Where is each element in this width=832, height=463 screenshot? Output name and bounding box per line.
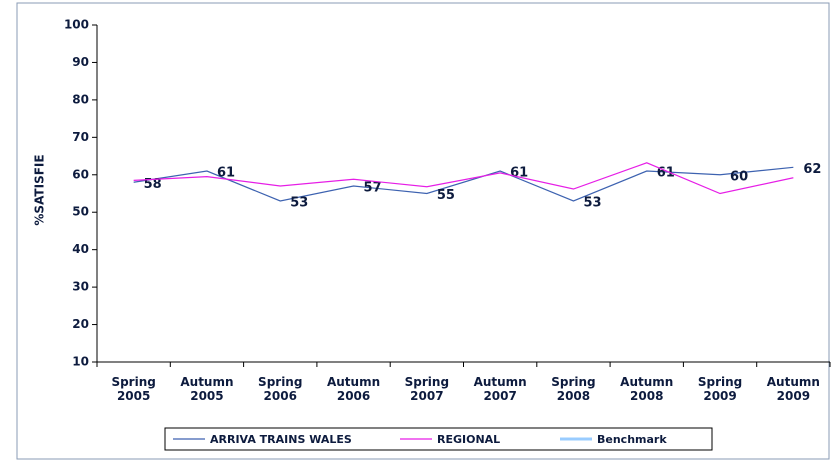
y-axis-label: %SATISFIE [33,154,47,225]
y-tick-label: 90 [72,55,89,69]
data-label: 61 [510,166,528,181]
legend-label: Benchmark [597,433,667,446]
x-tick-label: Spring 2008 [551,375,595,403]
series-line [133,166,794,202]
x-tick-label: Autumn 2006 [327,375,380,403]
legend-label: ARRIVA TRAINS WALES [210,433,352,446]
y-tick-label: 40 [72,242,89,256]
series-line [133,162,794,195]
x-tick-label: Autumn 2007 [474,375,527,403]
data-label: 53 [290,195,308,210]
y-tick-label: 50 [72,205,89,219]
x-tick-label: Autumn 2005 [180,375,233,403]
chart-frame [16,2,830,460]
x-tick-label: Spring 2007 [405,375,449,403]
y-tick-label: 80 [72,92,89,106]
y-tick-label: 100 [64,18,89,32]
x-tick-label: Spring 2005 [111,375,155,403]
data-label: 60 [730,169,748,184]
data-label: 58 [144,177,162,192]
x-tick-label: Autumn 2009 [767,375,820,403]
y-tick-label: 10 [72,355,89,369]
y-tick-label: 20 [72,317,89,331]
data-label: 62 [803,162,821,177]
legend-label: REGIONAL [437,433,500,446]
y-tick-label: 70 [72,130,89,144]
data-label: 61 [217,166,235,181]
x-tick-label: Spring 2009 [698,375,742,403]
x-tick-label: Spring 2006 [258,375,302,403]
y-tick-label: 60 [72,167,89,181]
data-label: 53 [583,195,601,210]
legend-box [164,427,713,451]
data-label: 55 [437,188,455,203]
x-tick-label: Autumn 2008 [620,375,673,403]
data-label: 57 [364,181,382,196]
y-tick-label: 30 [72,280,89,294]
